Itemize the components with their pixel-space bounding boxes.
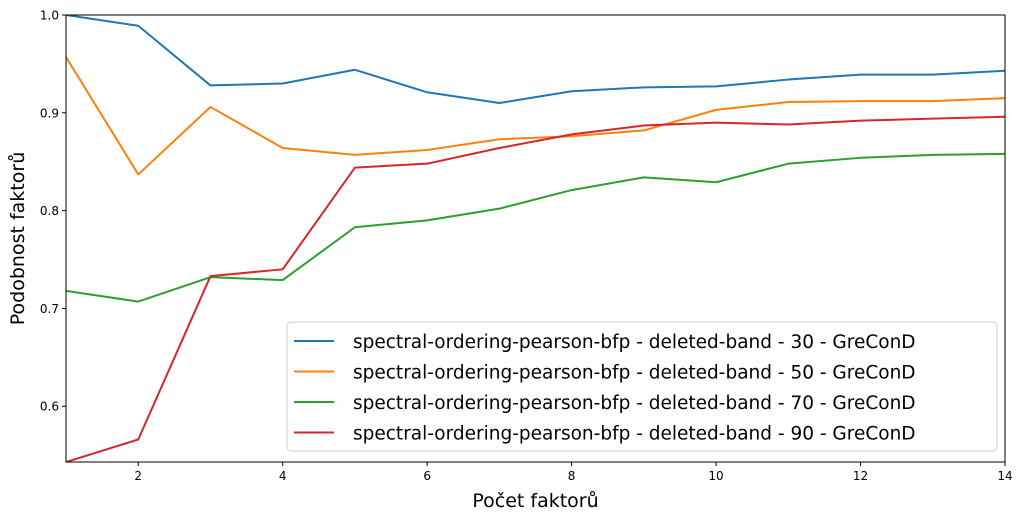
legend: spectral-ordering-pearson-bfp - deleted-…	[286, 321, 998, 452]
x-tick-label: 8	[568, 469, 576, 483]
x-tick-label: 12	[853, 469, 868, 483]
x-tick-label: 2	[134, 469, 142, 483]
y-tick-label: 0.6	[40, 400, 59, 414]
x-tick-label: 6	[423, 469, 431, 483]
plot-area-frame	[65, 14, 1006, 463]
x-tick-label: 10	[708, 469, 723, 483]
y-tick-label: 0.7	[40, 302, 59, 316]
series-line-1	[66, 15, 1005, 105]
x-tick-label: 14	[997, 469, 1012, 483]
x-axis-ticks: 2 4 6 8 10 12 14	[134, 462, 1013, 483]
series-line-3	[66, 152, 1005, 303]
y-tick-label: 0.8	[40, 204, 59, 218]
legend-label-2: spectral-ordering-pearson-bfp - deleted-…	[353, 363, 916, 384]
series-line-4	[66, 115, 1005, 462]
legend-label-3: spectral-ordering-pearson-bfp - deleted-…	[353, 393, 916, 414]
y-tick-label: 1.0	[40, 9, 59, 23]
series-lines	[66, 15, 1005, 462]
y-axis-ticks: 0.6 0.7 0.8 0.9 1.0	[40, 9, 66, 414]
y-tick-label: 0.9	[40, 106, 59, 120]
legend-label-1: spectral-ordering-pearson-bfp - deleted-…	[353, 332, 916, 353]
x-axis-label: Počet faktorů	[472, 490, 598, 512]
y-axis-label: Podobnost faktorů	[7, 152, 29, 325]
legend-box	[286, 321, 998, 452]
x-tick-label: 4	[279, 469, 287, 483]
legend-label-4: spectral-ordering-pearson-bfp - deleted-…	[353, 424, 916, 445]
series-line-2	[66, 55, 1005, 176]
